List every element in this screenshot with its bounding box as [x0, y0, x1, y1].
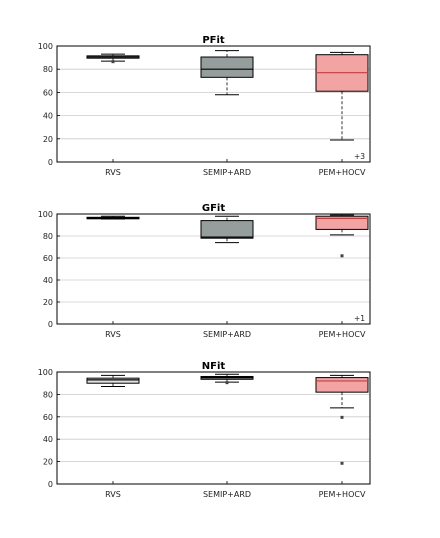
- chart-title: NFit: [202, 361, 226, 372]
- x-tick-label: SEMIP+ARD: [203, 330, 251, 339]
- y-tick-label: 100: [38, 42, 53, 51]
- axes-frame: [56, 213, 371, 325]
- x-tick-label: PEM+HOCV: [319, 490, 366, 499]
- box-semip-ard: [200, 215, 254, 244]
- y-tick-label: 80: [43, 232, 53, 241]
- y-tick-label: 40: [43, 112, 53, 121]
- box-rvs: [86, 53, 140, 64]
- y-tick-label: 20: [43, 458, 53, 467]
- box-rvs: [86, 215, 140, 220]
- box-pem-hocv: [315, 374, 369, 465]
- box-semip-ard: [200, 50, 254, 96]
- x-tick-label: SEMIP+ARD: [203, 168, 251, 177]
- axes-frame: [56, 371, 371, 485]
- y-tick-label: 60: [43, 88, 53, 97]
- outlier-count-label: +3: [354, 152, 365, 161]
- outlier-point: [340, 415, 344, 419]
- box-rvs: [86, 374, 140, 388]
- x-tick-label: SEMIP+ARD: [203, 490, 251, 499]
- y-tick-label: 60: [43, 254, 53, 263]
- y-tick-label: 80: [43, 65, 53, 74]
- outlier-point: [340, 254, 344, 258]
- outlier-count-label: +1: [354, 314, 365, 323]
- outlier-point: [340, 461, 344, 465]
- x-tick-label: RVS: [105, 490, 121, 499]
- y-tick-label: 40: [43, 276, 53, 285]
- y-tick-label: 20: [43, 135, 53, 144]
- x-tick-label: RVS: [105, 330, 121, 339]
- chart-panel-1: 0 20 40 60 80 100 RVS SEMIP+ARD PEM+HOCV +3 PFit: [38, 35, 371, 177]
- outlier-point: [225, 381, 229, 385]
- iqr-box: [315, 377, 369, 393]
- iqr-box: [315, 215, 369, 230]
- axes-frame: [56, 45, 371, 163]
- y-tick-label: 80: [43, 390, 53, 399]
- y-tick-label: 20: [43, 298, 53, 307]
- outlier-point: [111, 60, 115, 64]
- y-tick-label: 0: [48, 320, 53, 329]
- iqr-box: [86, 377, 140, 384]
- x-tick-label: PEM+HOCV: [319, 330, 366, 339]
- y-tick-label: 0: [48, 480, 53, 489]
- chart-title: GFit: [202, 203, 225, 214]
- y-tick-label: 100: [38, 210, 53, 219]
- box-pem-hocv: [315, 214, 369, 258]
- iqr-box: [200, 56, 254, 78]
- x-tick-label: RVS: [105, 168, 121, 177]
- y-tick-label: 0: [48, 158, 53, 167]
- y-tick-label: 100: [38, 368, 53, 377]
- iqr-box: [200, 220, 254, 239]
- box-semip-ard: [200, 373, 254, 385]
- chart-panel-3: 0 20 40 60 80 100 RVS SEMIP+ARD PEM+HOCV NFit: [38, 361, 371, 499]
- chart-title: PFit: [202, 35, 225, 46]
- box-pem-hocv: [315, 51, 369, 141]
- y-tick-label: 40: [43, 435, 53, 444]
- x-tick-label: PEM+HOCV: [319, 168, 366, 177]
- y-tick-label: 60: [43, 413, 53, 422]
- chart-panel-2: 0 20 40 60 80 100 RVS SEMIP+ARD PEM+HOCV +1 GFit: [38, 203, 371, 339]
